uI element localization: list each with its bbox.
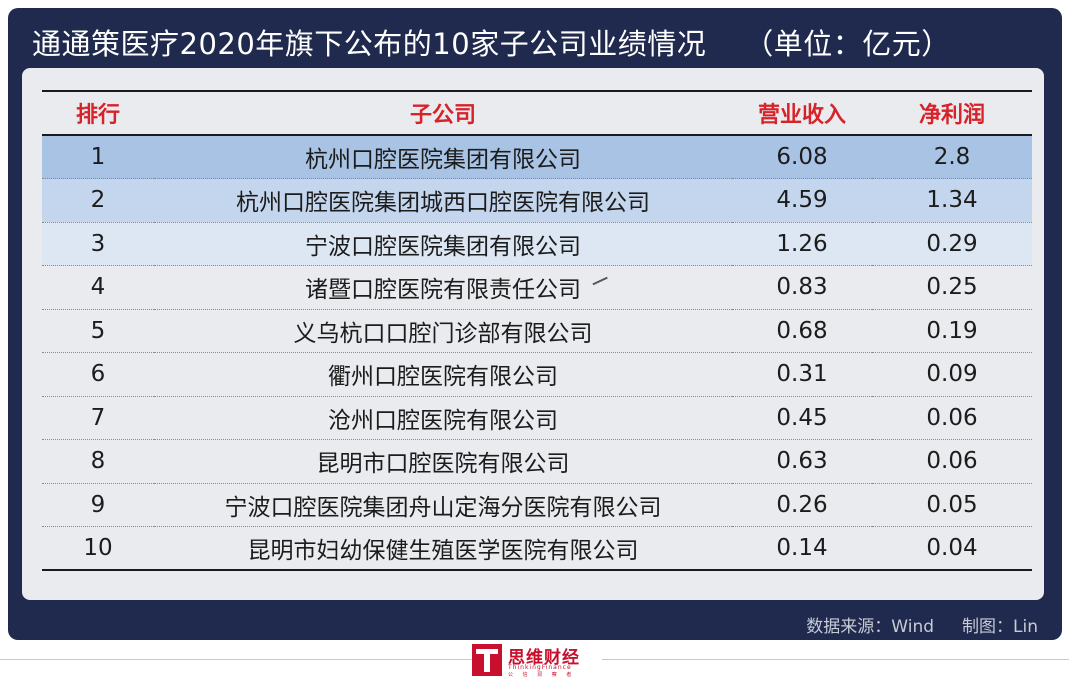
revenue-cell: 0.83 xyxy=(776,274,828,301)
revenue-cell: 0.68 xyxy=(776,317,828,344)
revenue-cell: 0.63 xyxy=(776,448,828,475)
revenue-cell: 0.14 xyxy=(776,535,828,561)
subsidiary-cell: 昆明市口腔医院有限公司 xyxy=(316,451,570,478)
rank-cell: 6 xyxy=(90,361,106,388)
logo-name: 思维财经 xyxy=(508,648,580,668)
brand-logo: 思维财经 ThinkingFinance 公 信 洞 察 者 xyxy=(472,641,602,679)
net-profit-cell: 0.04 xyxy=(926,535,978,561)
net-profit-cell: 0.06 xyxy=(926,448,978,475)
rank-cell: 5 xyxy=(90,317,106,344)
subsidiary-cell: 杭州口腔医院集团城西口腔医院有限公司 xyxy=(236,190,650,217)
subsidiary-cell: 诸暨口腔医院有限责任公司 xyxy=(305,277,581,304)
table-row: 6 衢州口腔医院有限公司 0.31 0.09 xyxy=(42,353,1032,396)
rank-cell: 9 xyxy=(90,491,106,518)
subsidiary-table: 排行 子公司 营业收入 净利润 1 杭州口腔医院集团有限公司 6.08 2.8 … xyxy=(42,90,1032,571)
net-profit-cell: 0.25 xyxy=(926,274,978,301)
source-credit: 数据来源：Wind 制图：Lin xyxy=(806,612,1038,637)
table-row: 10 昆明市妇幼保健生殖医学医院有限公司 0.14 0.04 xyxy=(42,527,1032,570)
revenue-cell: 0.45 xyxy=(776,404,828,431)
table-row: 2 杭州口腔医院集团城西口腔医院有限公司 4.59 1.34 xyxy=(42,178,1032,222)
data-source: 数据来源：Wind xyxy=(806,617,935,637)
net-profit-cell: 0.19 xyxy=(926,317,978,344)
unit-label: （单位：亿元） xyxy=(744,27,951,61)
rank-cell: 1 xyxy=(90,144,106,170)
revenue-cell: 0.31 xyxy=(776,361,828,388)
net-profit-cell: 0.29 xyxy=(926,230,978,257)
logo-english: ThinkingFinance xyxy=(508,664,572,671)
logo-t-icon xyxy=(472,644,502,676)
subsidiary-cell: 杭州口腔医院集团有限公司 xyxy=(305,147,581,173)
logo-tagline: 公 信 洞 察 者 xyxy=(508,672,576,678)
subsidiary-cell: 衢州口腔医院有限公司 xyxy=(328,364,558,391)
title-text: 通通策医疗2020年旗下公布的10家子公司业绩情况 xyxy=(32,27,707,61)
revenue-cell: 4.59 xyxy=(776,187,828,214)
net-profit-cell: 0.06 xyxy=(926,404,978,431)
table-row: 3 宁波口腔医院集团有限公司 1.26 0.29 xyxy=(42,222,1032,266)
rank-cell: 3 xyxy=(90,230,106,257)
infographic-card: 通通策医疗2020年旗下公布的10家子公司业绩情况 （单位：亿元） 排行 子公司 … xyxy=(8,8,1062,640)
subsidiary-cell: 宁波口腔医院集团有限公司 xyxy=(305,233,581,260)
table-row: 1 杭州口腔医院集团有限公司 6.08 2.8 xyxy=(42,135,1032,179)
net-profit-cell: 0.05 xyxy=(926,491,978,518)
revenue-cell: 6.08 xyxy=(776,144,828,170)
header-rank: 排行 xyxy=(75,103,120,128)
rank-cell: 4 xyxy=(90,274,106,301)
table-panel: 排行 子公司 营业收入 净利润 1 杭州口腔医院集团有限公司 6.08 2.8 … xyxy=(22,68,1044,600)
revenue-cell: 1.26 xyxy=(776,230,828,257)
header-revenue: 营业收入 xyxy=(757,103,846,128)
rank-cell: 8 xyxy=(90,448,106,475)
chart-credit: 制图：Lin xyxy=(962,617,1038,637)
table-row: 4 诸暨口腔医院有限责任公司 0.83 0.25 xyxy=(42,266,1032,309)
table-row: 8 昆明市口腔医院有限公司 0.63 0.06 xyxy=(42,440,1032,483)
table-row: 7 沧州口腔医院有限公司 0.45 0.06 xyxy=(42,396,1032,440)
subsidiary-cell: 昆明市妇幼保健生殖医学医院有限公司 xyxy=(247,538,639,564)
rank-cell: 10 xyxy=(83,535,113,561)
net-profit-cell: 0.09 xyxy=(926,361,978,388)
net-profit-cell: 1.34 xyxy=(926,187,978,214)
page-title: 通通策医疗2020年旗下公布的10家子公司业绩情况 （单位：亿元） xyxy=(32,22,1042,66)
subsidiary-cell: 义乌杭口口腔门诊部有限公司 xyxy=(293,320,593,347)
table-row: 9 宁波口腔医院集团舟山定海分医院有限公司 0.26 0.05 xyxy=(42,483,1032,527)
revenue-cell: 0.26 xyxy=(776,491,828,518)
header-subsidiary: 子公司 xyxy=(409,103,476,128)
table-header-row: 排行 子公司 营业收入 净利润 xyxy=(42,91,1032,135)
header-net-profit: 净利润 xyxy=(918,103,985,128)
subsidiary-cell: 宁波口腔医院集团舟山定海分医院有限公司 xyxy=(224,494,662,521)
rank-cell: 2 xyxy=(90,187,106,214)
table-row: 5 义乌杭口口腔门诊部有限公司 0.68 0.19 xyxy=(42,309,1032,353)
net-profit-cell: 2.8 xyxy=(933,144,971,170)
rank-cell: 7 xyxy=(90,404,106,431)
subsidiary-cell: 沧州口腔医院有限公司 xyxy=(328,407,558,434)
